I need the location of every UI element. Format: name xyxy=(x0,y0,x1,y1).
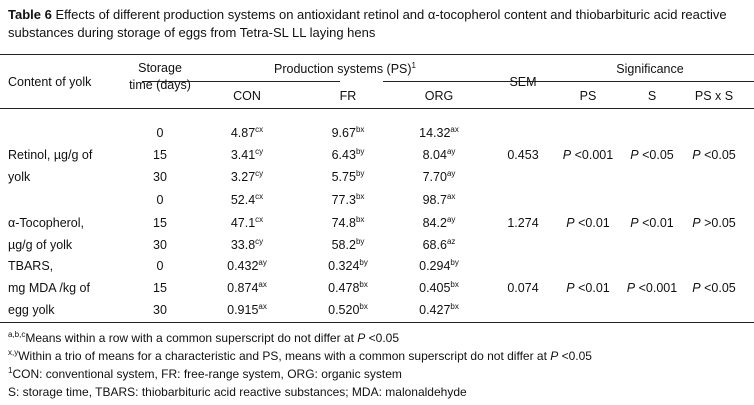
sem-value: 0.074 xyxy=(507,281,539,295)
footnote: x,yWithin a trio of means for a characte… xyxy=(8,348,592,364)
storage-time: 0 xyxy=(156,126,164,140)
row-label: TBARS, xyxy=(8,259,54,273)
significance-value: P <0.001 xyxy=(562,148,614,162)
header-sig-psxs: PS x S xyxy=(694,89,734,103)
storage-time: 30 xyxy=(153,170,167,184)
mean-value: 5.75by xyxy=(331,169,365,185)
mean-value: 8.04ay xyxy=(422,147,456,163)
storage-time: 15 xyxy=(153,216,167,230)
mean-value: 0.432ay xyxy=(227,258,267,274)
mean-value: 58.2by xyxy=(331,237,365,253)
bottom-rule xyxy=(0,322,754,323)
significance-value: P <0.01 xyxy=(566,216,610,230)
sem-value: 0.453 xyxy=(507,148,539,162)
footnote: S: storage time, TBARS: thiobarbituric a… xyxy=(8,385,467,399)
table-number: Table 6 xyxy=(8,7,52,22)
significance-value: P >0.05 xyxy=(692,216,736,230)
header-sig-s: S xyxy=(647,89,657,103)
header-significance: Significance xyxy=(616,62,684,76)
storage-time: 0 xyxy=(156,193,164,207)
header-storage-2: time (days) xyxy=(129,78,191,92)
significance-value: P <0.05 xyxy=(692,148,736,162)
header-storage: Storage xyxy=(138,61,182,75)
sem-value: 1.274 xyxy=(507,216,539,230)
row-label: α-Tocopherol, xyxy=(8,216,85,230)
storage-time: 15 xyxy=(153,281,167,295)
mean-value: 52.4cx xyxy=(230,192,264,208)
significance-value: P <0.01 xyxy=(630,216,674,230)
header-sem: SEM xyxy=(509,75,537,89)
mean-value: 3.27cy xyxy=(230,169,264,185)
mean-value: 0.520bx xyxy=(328,302,368,318)
significance-value: P <0.001 xyxy=(626,281,678,295)
header-con: CON xyxy=(233,89,261,103)
header-fr: FR xyxy=(339,89,357,103)
header-org: ORG xyxy=(424,89,454,103)
mean-value: 0.478bx xyxy=(328,280,368,296)
row-label: mg MDA /kg of xyxy=(8,281,90,295)
storage-time: 30 xyxy=(153,303,167,317)
mean-value: 4.87cx xyxy=(230,125,264,141)
row-label: µg/g of yolk xyxy=(8,238,73,252)
mean-value: 0.294by xyxy=(419,258,459,274)
mean-value: 0.324by xyxy=(328,258,368,274)
table-title: Effects of different production systems … xyxy=(8,7,727,40)
mean-value: 74.8bx xyxy=(331,215,365,231)
header-ps: Production systems (PS)1 xyxy=(274,61,416,77)
mean-value: 0.405bx xyxy=(419,280,459,296)
mean-value: 98.7ax xyxy=(422,192,456,208)
mean-value: 47.1cx xyxy=(230,215,264,231)
significance-value: P <0.05 xyxy=(630,148,674,162)
mean-value: 3.41cy xyxy=(230,147,264,163)
mean-value: 77.3bx xyxy=(331,192,365,208)
table-caption: Table 6 Effects of different production … xyxy=(8,6,748,42)
significance-value: P <0.05 xyxy=(692,281,736,295)
mean-value: 33.8cy xyxy=(230,237,264,253)
row-label: egg yolk xyxy=(8,303,55,317)
mean-value: 0.915ax xyxy=(227,302,267,318)
storage-time: 0 xyxy=(156,259,164,273)
significance-value: P <0.01 xyxy=(566,281,610,295)
header-rule xyxy=(0,108,754,109)
mean-value: 0.874ax xyxy=(227,280,267,296)
row-label: Retinol, µg/g of xyxy=(8,148,93,162)
ps-rule xyxy=(142,81,340,82)
footnote: 1CON: conventional system, FR: free-rang… xyxy=(8,366,402,382)
mean-value: 0.427bx xyxy=(419,302,459,318)
mean-value: 84.2ay xyxy=(422,215,456,231)
storage-time: 15 xyxy=(153,148,167,162)
storage-time: 30 xyxy=(153,238,167,252)
mean-value: 68.6az xyxy=(422,237,456,253)
header-sig-ps: PS xyxy=(579,89,597,103)
mean-value: 6.43by xyxy=(331,147,365,163)
mean-value: 9.67bx xyxy=(331,125,365,141)
significance-rule xyxy=(383,81,754,82)
footnote: a,b,cMeans within a row with a common su… xyxy=(8,330,399,346)
mean-value: 14.32ax xyxy=(419,125,459,141)
header-content: Content of yolk xyxy=(8,75,92,89)
row-label: yolk xyxy=(8,170,31,184)
mean-value: 7.70ay xyxy=(422,169,456,185)
top-rule xyxy=(0,54,754,55)
